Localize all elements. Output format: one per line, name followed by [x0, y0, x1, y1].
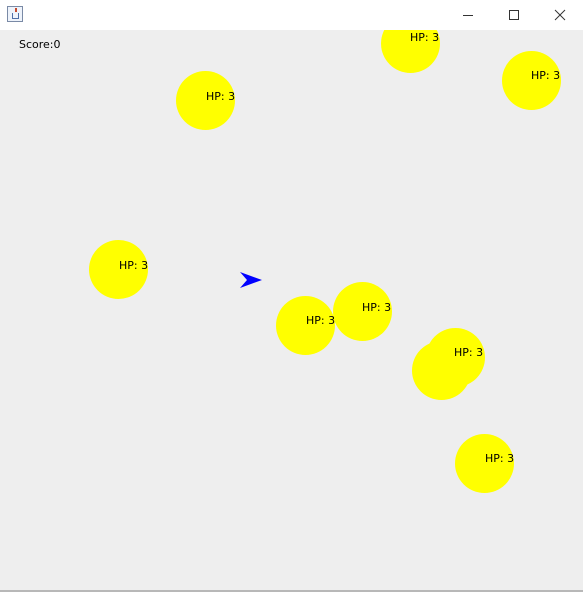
- maximize-icon: [509, 10, 519, 20]
- enemy-9-hp-label: HP: 3: [485, 452, 515, 465]
- enemy-9: [455, 434, 514, 493]
- steam-mark: [15, 8, 17, 12]
- enemy-4-hp-label: HP: 3: [119, 259, 149, 272]
- game-canvas[interactable]: Score:0 HP: 3 HP: 3 HP: 3 HP: 3 HP: 3 HP…: [0, 30, 583, 590]
- enemy-5-hp-label: HP: 3: [306, 314, 336, 327]
- minimize-button[interactable]: [445, 0, 491, 30]
- arrow-ship-icon: [240, 272, 262, 288]
- score-label: Score:0: [19, 38, 61, 51]
- cup-mark: [12, 13, 19, 19]
- enemy-6-hp-label: HP: 3: [362, 301, 392, 314]
- enemy-7-hp-label: HP: 3: [454, 346, 484, 359]
- enemy-7: [426, 328, 485, 387]
- enemy-5: [276, 296, 335, 355]
- close-button[interactable]: [537, 0, 583, 30]
- enemy-1: [176, 71, 235, 130]
- java-cup-icon[interactable]: [7, 6, 23, 22]
- maximize-button[interactable]: [491, 0, 537, 30]
- title-bar[interactable]: [0, 0, 583, 30]
- enemy-2-hp-label: HP: 3: [410, 31, 440, 44]
- window-bottom-border: [0, 590, 583, 592]
- enemy-3-hp-label: HP: 3: [531, 69, 561, 82]
- enemy-6: [333, 282, 392, 341]
- close-icon: [554, 9, 566, 21]
- player-ship: [240, 272, 262, 288]
- enemy-3: [502, 51, 561, 110]
- enemy-4: [89, 240, 148, 299]
- minimize-icon: [463, 15, 473, 16]
- enemy-1-hp-label: HP: 3: [206, 90, 236, 103]
